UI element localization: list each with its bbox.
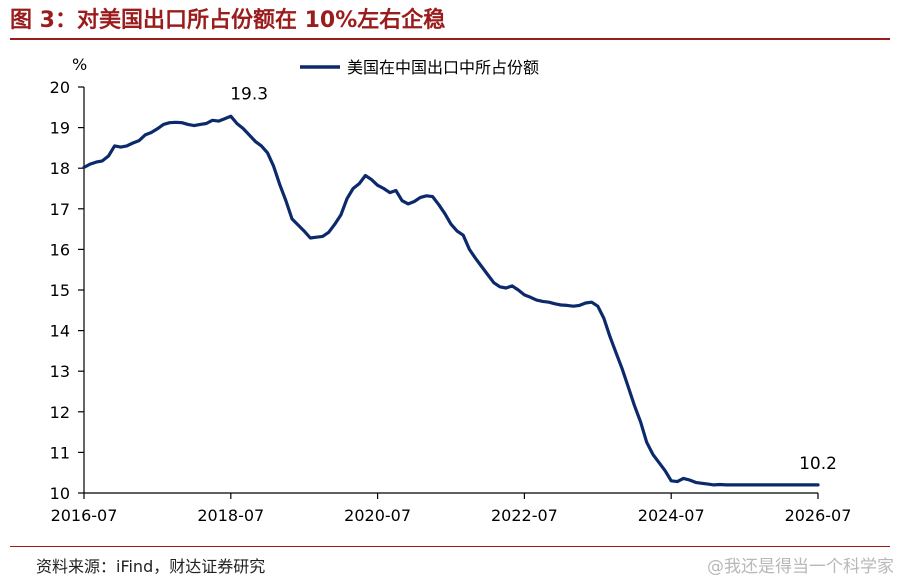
y-tick-label: 16 [50,240,70,259]
data-label-peak: 19.3 [230,84,268,104]
y-axis: 10 11 12 13 14 15 16 17 18 19 20 [50,78,85,503]
y-tick-label: 11 [50,443,70,462]
legend-label: 美国在中国出口中所占份额 [347,58,539,77]
footer-rule [10,546,890,547]
data-label-latest: 10.2 [799,454,837,474]
y-unit-label: % [72,55,87,74]
x-tick-label: 2022-07 [491,506,558,525]
y-tick-label: 19 [50,119,70,138]
legend: 美国在中国出口中所占份额 [300,58,539,77]
y-tick-label: 18 [50,159,70,178]
y-tick-label: 17 [50,200,70,219]
y-tick-label: 13 [50,362,70,381]
annotations: 19.3 10.2 [230,84,837,473]
y-tick-label: 14 [50,322,70,341]
y-tick-label: 12 [50,403,70,422]
chart-title: 图 3：对美国出口所占份额在 10%左右企稳 [10,8,446,33]
x-tick-label: 2016-07 [51,506,118,525]
series-line [82,114,820,487]
x-tick-label: 2026-07 [785,506,852,525]
y-tick-label: 15 [50,281,70,300]
watermark: @我还是得当一个科学家 [707,557,894,577]
x-tick-label: 2024-07 [638,506,705,525]
source-note: 资料来源：iFind，财达证券研究 [36,557,266,576]
y-tick-label: 10 [50,484,70,503]
x-tick-label: 2018-07 [197,506,264,525]
y-tick-label: 20 [50,78,70,97]
x-tick-label: 2020-07 [344,506,411,525]
x-axis: 2016-07 2018-07 2020-07 2022-07 2024-07 2026-… [51,492,852,525]
title-rule [10,38,890,40]
